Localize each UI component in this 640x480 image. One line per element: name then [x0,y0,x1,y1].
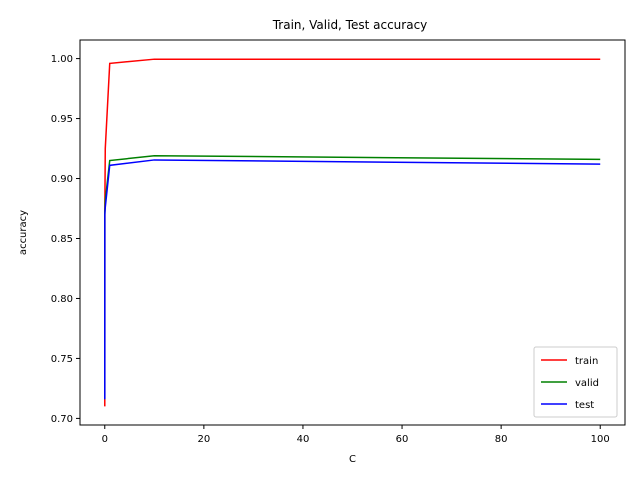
x-tick-label: 80 [495,434,508,445]
x-tick-label: 0 [102,434,108,445]
legend-label-test: test [575,400,594,411]
series-line-test [104,159,601,400]
x-tick-label: 20 [197,434,210,445]
series-layer [104,58,601,407]
legend: train valid test [533,346,618,418]
legend-label-valid: valid [575,378,599,389]
y-tick-label: 0.70 [51,414,73,425]
y-tick-label: 1.00 [51,54,73,65]
y-tick-label: 0.95 [51,114,73,125]
x-tick-label: 40 [297,434,310,445]
axes-frame [79,39,626,426]
legend-box [533,346,618,418]
y-tick-label: 0.75 [51,354,73,365]
chart-title: Train, Valid, Test accuracy [272,18,428,32]
y-axis-label: accuracy [18,210,29,255]
x-tick-label: 60 [396,434,409,445]
legend-label-train: train [575,356,598,367]
x-tick-label: 100 [591,434,610,445]
plot-area [79,39,626,426]
y-tick-label: 0.90 [51,174,73,185]
y-axis: 0.70 0.75 0.80 0.85 0.90 0.95 1.00 [51,54,80,425]
y-tick-label: 0.85 [51,234,73,245]
x-axis-label: C [349,454,356,465]
y-tick-label: 0.80 [51,294,73,305]
x-axis: 0 20 40 60 80 100 [102,425,610,445]
